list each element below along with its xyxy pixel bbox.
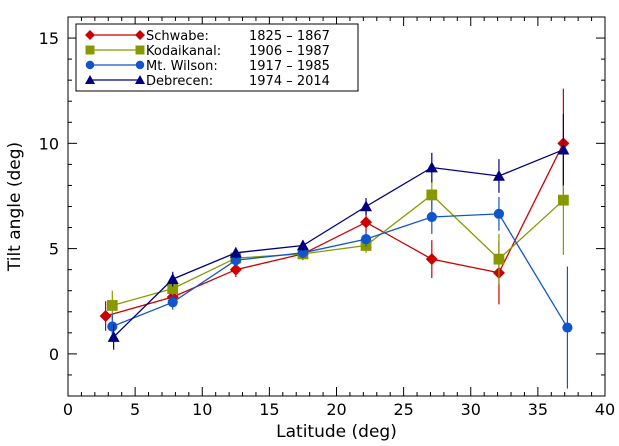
legend-entry-0: Schwabe: 1825 – 1867 (85, 29, 330, 44)
legend-period: 1974 – 2014 (249, 74, 330, 89)
marker-triangle (85, 75, 95, 84)
x-tick-label: 25 (393, 400, 413, 419)
legend-period: 1917 – 1985 (249, 59, 330, 74)
marker-circle (426, 211, 437, 223)
marker-circle (107, 321, 118, 332)
marker-square (106, 300, 118, 311)
marker-square (493, 253, 505, 265)
marker-triangle (107, 331, 120, 342)
marker-triangle (492, 169, 505, 181)
marker-triangle (557, 143, 570, 155)
marker-square (557, 194, 569, 206)
legend-label: Debrecen: (146, 74, 213, 89)
marker-square (167, 283, 179, 295)
marker-circle (360, 234, 372, 245)
y-tick-label: 15 (39, 29, 59, 48)
legend-label: Mt. Wilson: (146, 59, 218, 74)
legend-label: Kodaikanal: (146, 44, 221, 59)
marker-diamond (360, 216, 373, 229)
legend-label: Schwabe: (146, 29, 209, 44)
series-line (112, 213, 568, 328)
series-layer (99, 88, 573, 389)
series-line (105, 143, 564, 317)
marker-circle (493, 208, 505, 219)
marker-circle (297, 247, 309, 258)
series-3 (107, 113, 570, 350)
marker-triangle (229, 246, 242, 258)
x-tick-label: 0 (63, 400, 73, 419)
x-tick-label: 35 (528, 400, 548, 419)
legend: Schwabe: 1825 – 1867 Kodaikanal: 1906 – 198… (75, 23, 359, 92)
marker-diamond (85, 30, 95, 40)
marker-square (426, 189, 438, 201)
marker-diamond (135, 30, 145, 40)
x-tick-label: 5 (130, 400, 140, 419)
marker-diamond (425, 253, 438, 266)
y-tick-label: 0 (49, 345, 59, 364)
legend-entry-2: Mt. Wilson: 1917 – 1985 (85, 59, 330, 74)
y-axis-label: Tilt angle (deg) (5, 142, 25, 272)
marker-circle (562, 322, 573, 333)
series-line (113, 149, 564, 338)
marker-triangle (360, 200, 373, 212)
legend-entry-3: Debrecen: 1974 – 2014 (85, 74, 330, 89)
x-tick-label: 40 (595, 400, 615, 419)
marker-triangle (166, 273, 179, 284)
marker-triangle (135, 75, 145, 84)
marker-circle (135, 60, 145, 70)
marker-circle (85, 60, 95, 70)
marker-square (85, 45, 95, 55)
x-tick-label: 30 (461, 400, 481, 419)
x-tick-label: 15 (259, 400, 279, 419)
x-axis-label: Latitude (deg) (276, 422, 397, 442)
marker-triangle (296, 239, 309, 251)
marker-triangle (425, 161, 438, 173)
y-tick-label: 10 (39, 134, 59, 153)
series-line (112, 194, 564, 307)
marker-diamond (229, 263, 242, 276)
legend-period: 1906 – 1987 (249, 44, 330, 59)
legend-period: 1825 – 1867 (249, 29, 330, 44)
y-tick-label: 5 (49, 240, 59, 259)
marker-square (135, 45, 145, 55)
marker-diamond (99, 309, 112, 322)
axis-ticks: 0 5 10 15 20 25 30 35 40 0 5 10 15 (39, 16, 615, 419)
legend-entry-1: Kodaikanal: 1906 – 1987 (85, 44, 330, 59)
marker-circle (230, 255, 241, 266)
marker-circle (167, 297, 178, 308)
x-tick-label: 10 (192, 400, 212, 419)
x-tick-label: 20 (326, 400, 346, 419)
